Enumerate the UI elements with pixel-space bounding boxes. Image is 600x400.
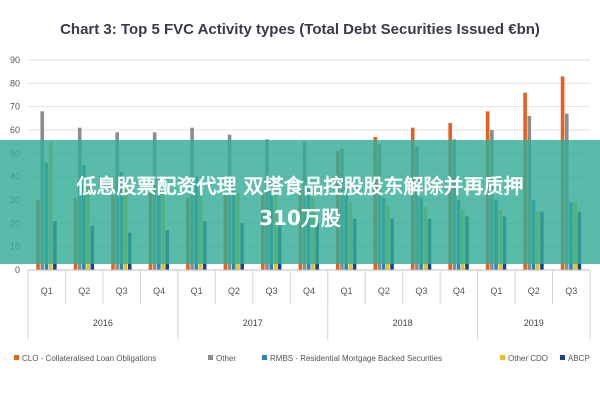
legend-swatch <box>14 355 19 360</box>
legend-swatch <box>262 355 267 360</box>
x-tick-label: Q1 <box>490 286 502 296</box>
chart-title: Chart 3: Top 5 FVC Activity types (Total… <box>60 21 540 38</box>
y-tick-label: 70 <box>10 102 20 112</box>
overlay-headline-line1: 低息股票配资代理 双塔食品控股股东解除并再质押 <box>76 174 524 198</box>
legend-label: CLO - Collateralised Loan Obligations <box>22 354 156 363</box>
legend-label: RMBS - Residential Mortgage Backed Secur… <box>270 354 442 363</box>
x-tick-label: Q3 <box>116 286 128 296</box>
x-tick-label: Q3 <box>266 286 278 296</box>
overlay-headline-line2: 310万股 <box>259 206 341 230</box>
legend: CLO - Collateralised Loan Obligations Oth… <box>14 354 590 363</box>
x-tick-label: Q1 <box>41 286 53 296</box>
x-tick-label: Q3 <box>565 286 577 296</box>
x-tick-label: Q2 <box>228 286 240 296</box>
legend-swatch <box>208 355 213 360</box>
x-tick-label: Q4 <box>303 286 315 296</box>
legend-label: ABCP <box>568 354 590 363</box>
x-tick-label: Q2 <box>378 286 390 296</box>
y-tick-label: 80 <box>10 78 20 88</box>
legend-swatch <box>560 355 565 360</box>
x-tick-label: Q2 <box>528 286 540 296</box>
legend-swatch <box>500 355 505 360</box>
legend-label: Other <box>216 354 236 363</box>
y-tick-label: 90 <box>10 55 20 65</box>
overlay-headline[interactable]: 低息股票配资代理 双塔食品控股股东解除并再质押 310万股 <box>10 170 590 234</box>
legend-label: Other CDO <box>508 354 548 363</box>
overlay-banner[interactable]: 低息股票配资代理 双塔食品控股股东解除并再质押 310万股 <box>0 140 600 264</box>
year-label: 2018 <box>393 318 413 328</box>
year-label: 2019 <box>524 318 544 328</box>
x-tick-label: Q3 <box>415 286 427 296</box>
year-label: 2017 <box>243 318 263 328</box>
year-label: 2016 <box>93 318 113 328</box>
x-tick-label: Q2 <box>78 286 90 296</box>
y-tick-label: 0 <box>15 265 20 275</box>
y-tick-label: 60 <box>10 125 20 135</box>
x-tick-label: Q4 <box>153 286 165 296</box>
x-tick-label: Q1 <box>340 286 352 296</box>
x-tick-label: Q1 <box>191 286 203 296</box>
x-axis: Q1 Q2 Q3 Q4 Q1 Q2 Q3 Q4 Q1 Q2 Q3 Q4 Q1 Q2 Q3 2016 2017 20… <box>27 269 591 340</box>
x-tick-label: Q4 <box>453 286 465 296</box>
